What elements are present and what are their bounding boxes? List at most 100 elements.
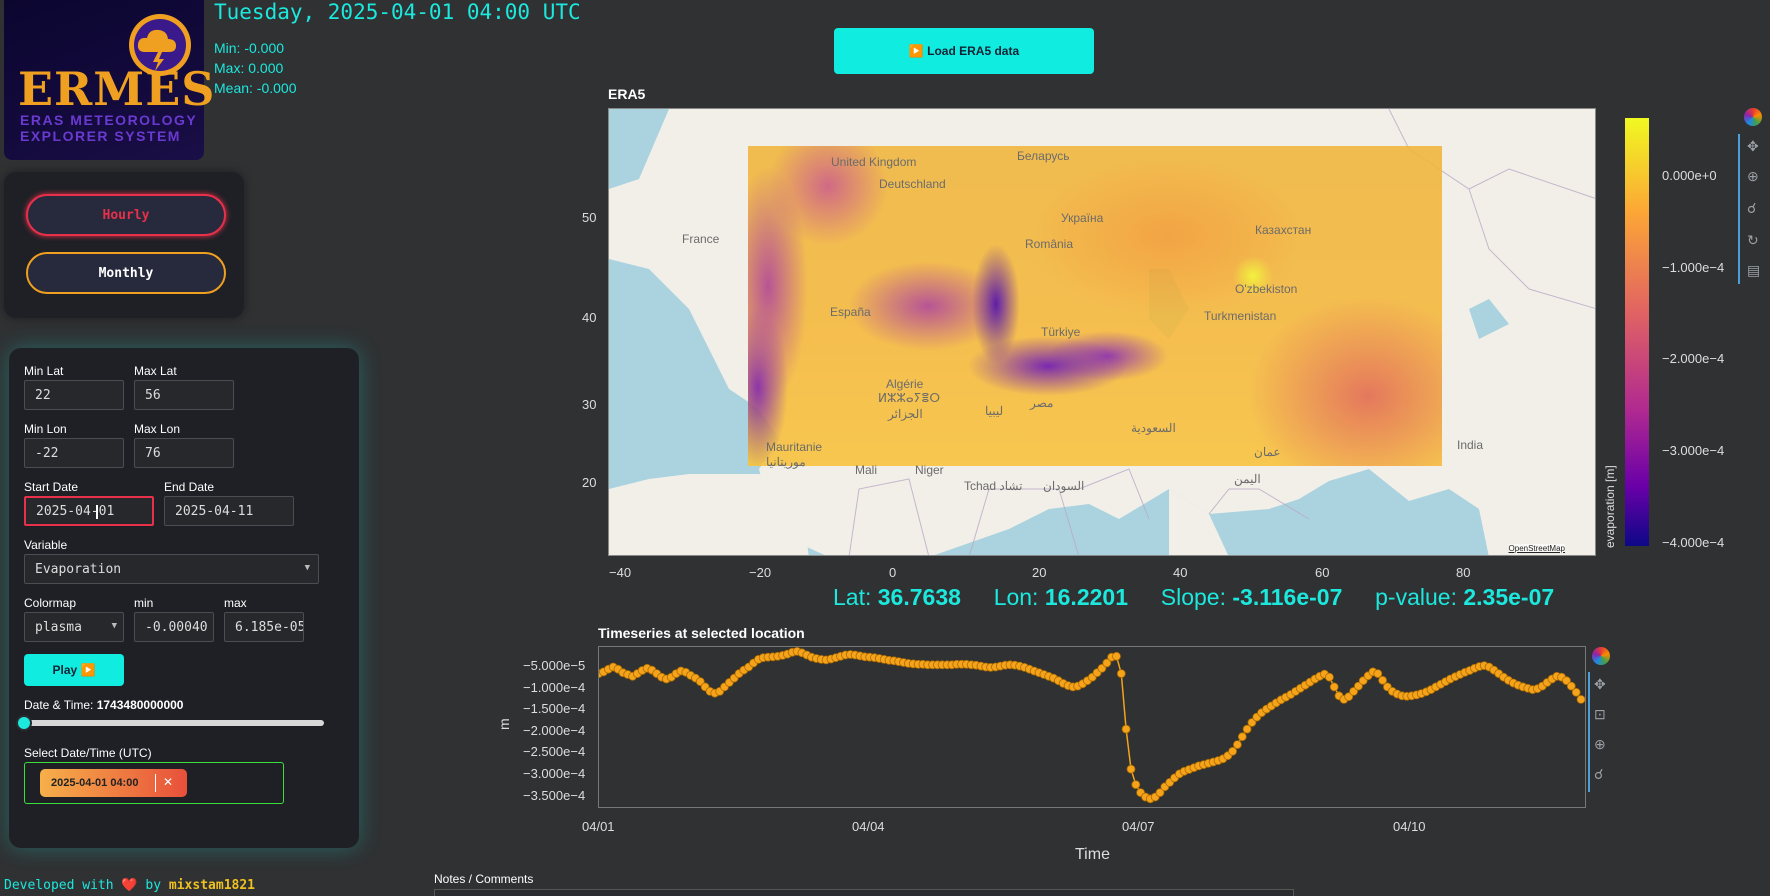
pvalue-value: 2.35e-07: [1463, 584, 1555, 610]
text-cursor-icon: [96, 505, 98, 519]
era5-map[interactable]: Deutschland France Беларусь Україна România E…: [608, 108, 1596, 556]
pan-icon[interactable]: ✥: [1747, 138, 1759, 154]
frequency-panel: Hourly Monthly: [4, 172, 244, 318]
ermes-logo: ERMES ERAS METEOROLOGY EXPLORER SYSTEM: [4, 0, 215, 160]
max-lat-input[interactable]: 56: [134, 380, 234, 410]
wheel-zoom-icon[interactable]: ⊕: [1594, 736, 1606, 752]
slope-value: -3.116e-07: [1232, 584, 1343, 610]
max-lat-label: Max Lat: [134, 364, 177, 378]
pan-icon[interactable]: ✥: [1594, 676, 1606, 692]
map-x-tick: 40: [1173, 565, 1188, 580]
close-icon[interactable]: ✕: [163, 775, 174, 789]
chevron-down-icon: ▼: [111, 621, 117, 631]
map-x-tick: 20: [1032, 565, 1047, 580]
timeseries-x-tick: 04/01: [582, 819, 615, 834]
timeseries-point: [1102, 658, 1112, 668]
play-button[interactable]: Play ▶️: [24, 654, 124, 686]
variable-label: Variable: [24, 538, 68, 552]
min-lat-input[interactable]: 22: [24, 380, 124, 410]
min-lat-label: Min Lat: [24, 364, 64, 378]
colorbar: [1625, 118, 1649, 546]
credit-user[interactable]: mixstam1821: [168, 878, 255, 893]
timeseries-x-tick: 04/10: [1393, 819, 1426, 834]
variable-select[interactable]: Evaporation ▼: [24, 554, 319, 584]
selected-datetime-chip: 2025-04-01 04:00 ✕: [40, 769, 187, 797]
colorbar-tick: −1.000e−4: [1662, 260, 1725, 275]
controls-panel: Min Lat 22 Max Lat 56 Min Lon -22 Max Lo…: [9, 348, 359, 848]
timeseries-y-tick: −1.000e−4: [523, 680, 586, 695]
map-place-label: ⵍⵣⵣⴰⵢⴻⵔ: [878, 391, 941, 405]
map-x-tick: 60: [1315, 565, 1330, 580]
map-place-label: موريتانيا: [766, 455, 806, 469]
colormap-min-input[interactable]: -0.00040: [134, 612, 214, 642]
timeseries-point: [1237, 732, 1247, 742]
timeseries-title: Timeseries at selected location: [598, 625, 805, 641]
stats-min: Min: -0.000: [214, 40, 285, 56]
timeseries-point: [1121, 724, 1131, 734]
map-y-tick: 40: [582, 310, 597, 325]
pvalue-label: p-value:: [1375, 584, 1457, 610]
timeseries-y-tick: −2.000e−4: [523, 723, 586, 738]
chip-label: 2025-04-01 04:00: [51, 777, 139, 789]
timeseries-point: [1228, 746, 1237, 756]
chip-divider: [155, 774, 156, 792]
timeseries-point: [1566, 681, 1576, 691]
logo-graphic: [129, 14, 191, 76]
timeseries-y-tick: −5.000e−5: [523, 658, 586, 673]
map-title: ERA5: [608, 86, 646, 102]
timeseries-x-tick: 04/04: [852, 819, 885, 834]
hourly-button[interactable]: Hourly: [26, 194, 226, 236]
timeseries-point: [1131, 780, 1141, 790]
lon-value: 16.2201: [1044, 584, 1128, 610]
max-lon-input[interactable]: 76: [134, 438, 234, 468]
colormap-select[interactable]: plasma ▼: [24, 612, 124, 642]
datetime-multiselect[interactable]: 2025-04-01 04:00 ✕: [24, 762, 284, 804]
toolbar-active-line: [1588, 672, 1590, 792]
timeseries-svg: [599, 647, 1586, 804]
timeseries-point: [1155, 788, 1165, 798]
datetime-slider-track[interactable]: [24, 720, 324, 726]
monthly-button[interactable]: Monthly: [26, 252, 226, 294]
timeseries-point: [1378, 675, 1387, 685]
map-place-label: France: [682, 232, 720, 246]
timeseries-y-tick: −3.500e−4: [523, 788, 586, 803]
variable-value: Evaporation: [35, 561, 122, 577]
hover-icon[interactable]: ▤: [1747, 262, 1761, 278]
map-place-label: مصر: [1030, 396, 1054, 410]
start-date-input[interactable]: 2025-04-01: [24, 496, 154, 526]
wheel-zoom-icon[interactable]: ⊕: [1747, 168, 1759, 184]
map-place-label: United Kingdom: [831, 155, 917, 169]
map-place-label: Mauritanie: [766, 440, 823, 454]
start-date-label: Start Date: [24, 480, 79, 494]
map-x-tick: −40: [609, 565, 632, 580]
tap-icon[interactable]: ☌: [1747, 200, 1757, 216]
timeseries-plot[interactable]: [598, 646, 1586, 808]
stats-mean: Mean: -0.000: [214, 80, 297, 96]
map-place-label: Deutschland: [879, 177, 946, 191]
box-zoom-icon[interactable]: ⊡: [1594, 706, 1606, 722]
bokeh-logo-icon[interactable]: [1592, 647, 1610, 665]
map-place-label: Algérie: [886, 377, 924, 391]
selection-stats: Lat: 36.7638 Lon: 16.2201 Slope: -3.116e…: [833, 584, 1554, 611]
timeseries-point: [1329, 682, 1339, 692]
timeseries-xlabel: Time: [1075, 846, 1110, 863]
developer-credit: Developed with ❤️ by mixstam1821: [4, 878, 255, 893]
tap-icon[interactable]: ☌: [1594, 766, 1604, 782]
map-place-label: Tchad تشاد: [964, 479, 1023, 493]
timeseries-point: [1126, 764, 1136, 774]
lat-value: 36.7638: [877, 584, 961, 610]
timeseries-point: [1116, 669, 1126, 679]
map-place-label: Україна: [1061, 211, 1104, 225]
notes-textarea[interactable]: [434, 889, 1294, 896]
bokeh-logo-icon[interactable]: [1744, 108, 1762, 126]
colormap-max-input[interactable]: 6.185e-05: [224, 612, 304, 642]
osm-attribution[interactable]: OpenStreetMap: [1508, 544, 1565, 553]
load-era5-button[interactable]: ▶️ Load ERA5 data: [834, 28, 1094, 74]
reset-icon[interactable]: ↻: [1747, 232, 1759, 248]
map-place-label: عمان: [1254, 445, 1281, 459]
end-date-input[interactable]: 2025-04-11: [164, 496, 294, 526]
logo-sub1: ERAS METEOROLOGY: [20, 112, 198, 128]
min-lon-input[interactable]: -22: [24, 438, 124, 468]
datetime-slider-handle[interactable]: [16, 715, 32, 731]
map-place-label: اليمن: [1234, 472, 1261, 486]
